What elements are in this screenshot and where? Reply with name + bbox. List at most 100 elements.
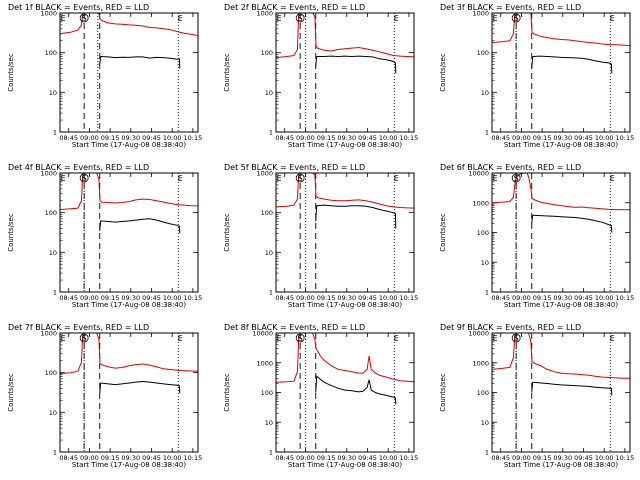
y-tick-label: 1 [269,289,273,297]
x-tick-label: 09:15 [533,294,552,302]
x-tick-label: 09:15 [317,454,336,462]
x-tick-label: 09:15 [101,294,120,302]
x-tick-label: 09:30 [337,294,356,302]
x-axis-label: Start Time (17-Aug-08 08:38:40) [504,301,618,309]
x-tick-label: 09:45 [142,134,161,142]
x-tick-label: 09:45 [142,294,161,302]
x-tick-label: 08:45 [275,454,294,462]
x-tick-label: 09:15 [317,294,336,302]
y-tick-label: 1 [53,289,57,297]
y-tick-label: 1 [485,449,489,457]
x-tick-label: 09:15 [101,454,120,462]
x-tick-label: 08:45 [491,454,510,462]
series-events-line [315,55,397,74]
event-marker-s: S [514,334,519,343]
marker-circle [79,333,89,343]
y-axis-label: Counts/sec [223,213,231,252]
chart-panel-5: Det 5f BLACK = Events, RED = LLD 1 10 100 10… [223,163,418,309]
plot-frame [491,12,631,133]
x-tick-label: 10:15 [184,134,203,142]
y-tick-label: 1000 [472,359,489,367]
x-tick-label: 09:00 [296,454,315,462]
x-tick-label: 08:45 [59,294,78,302]
x-axis-label: Start Time (17-Aug-08 08:38:40) [504,461,618,469]
y-tick-label: 100 [261,389,273,397]
chart-title: Det 1f BLACK = Events, RED = LLD [8,3,149,12]
x-tick-label: 09:45 [358,134,377,142]
chart-title: Det 3f BLACK = Events, RED = LLD [440,3,581,12]
series-lld-line [60,333,198,375]
y-tick-label: 10 [265,419,273,427]
chart-title: Det 6f BLACK = Events, RED = LLD [440,163,581,172]
y-tick-label: 100 [261,49,273,57]
y-tick-label: 1000 [40,170,57,178]
x-tick-label: 09:30 [553,454,572,462]
series-lld-line [492,13,630,47]
x-tick-label: 09:00 [296,294,315,302]
event-marker-e: E [61,174,66,183]
event-marker-e: E [493,334,498,343]
event-marker-e: E [493,174,498,183]
x-tick-label: 10:00 [379,454,398,462]
y-tick-label: 100 [477,389,489,397]
x-tick-label: 09:15 [317,134,336,142]
event-marker-e: E [610,14,615,23]
x-tick-label: 10:15 [400,454,419,462]
x-tick-label: 10:00 [163,454,182,462]
event-marker-e: E [277,334,282,343]
y-tick-label: 1000 [256,359,273,367]
y-tick-label: 1 [485,289,489,297]
series-events-line [315,204,397,229]
x-tick-label: 08:45 [275,294,294,302]
chart-title: Det 7f BLACK = Events, RED = LLD [8,323,149,332]
plot-frame [275,332,415,453]
event-marker-e: E [61,334,66,343]
series-lld-line [60,173,198,210]
y-tick-label: 1 [485,129,489,137]
event-marker-e: E [493,14,498,23]
event-marker-e: E [610,174,615,183]
y-tick-label: 1000 [472,199,489,207]
event-marker-e: E [178,334,183,343]
x-tick-label: 10:00 [379,294,398,302]
x-tick-label: 10:15 [616,134,635,142]
x-tick-label: 09:45 [574,454,593,462]
series-lld-line [276,173,414,209]
x-tick-label: 10:00 [163,294,182,302]
x-tick-label: 10:15 [184,294,203,302]
x-axis-label: Start Time (17-Aug-08 08:38:40) [288,141,402,149]
series-events-line [99,380,181,394]
y-tick-label: 1000 [40,10,57,18]
x-axis-label: Start Time (17-Aug-08 08:38:40) [72,301,186,309]
event-marker-s: S [82,14,87,23]
y-tick-label: 10000 [468,330,489,338]
y-tick-label: 10 [49,409,57,417]
chart-panel-1: Det 1f BLACK = Events, RED = LLD 1 10 100 10… [7,3,202,149]
x-tick-label: 09:30 [121,134,140,142]
x-tick-label: 09:45 [358,294,377,302]
event-marker-e: E [178,14,183,23]
y-tick-label: 10 [49,249,57,257]
series-lld-line [492,333,630,379]
marker-circle [295,173,305,183]
chart-panel-3: Det 3f BLACK = Events, RED = LLD 1 10 100 10… [439,3,634,149]
y-tick-label: 100 [45,49,57,57]
event-marker-s: S [298,174,303,183]
x-tick-label: 09:15 [533,454,552,462]
series-events-line [315,375,397,405]
event-marker-e: E [394,14,399,23]
x-tick-label: 09:45 [142,454,161,462]
x-tick-label: 09:30 [121,454,140,462]
x-tick-label: 10:00 [595,134,614,142]
marker-circle [511,173,521,183]
x-tick-label: 09:30 [337,134,356,142]
x-tick-label: 09:00 [296,134,315,142]
y-axis-label: Counts/sec [223,373,231,412]
marker-circle [79,173,89,183]
x-axis-label: Start Time (17-Aug-08 08:38:40) [504,141,618,149]
event-marker-s: S [298,14,303,23]
event-marker-e: E [277,14,282,23]
y-tick-label: 10 [265,249,273,257]
event-marker-e: E [61,14,66,23]
x-tick-label: 10:15 [616,294,635,302]
